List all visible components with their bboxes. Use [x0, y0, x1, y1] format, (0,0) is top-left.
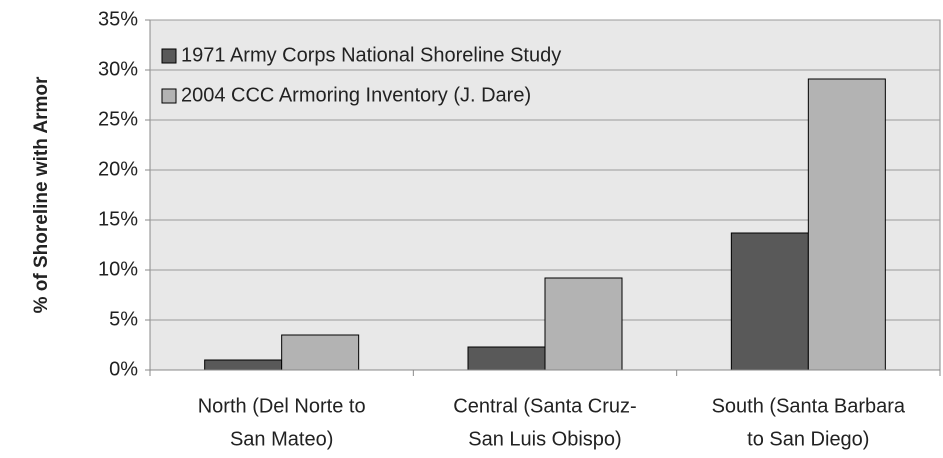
- bar: [544, 277, 623, 371]
- y-tick-label: 15%: [98, 208, 138, 230]
- x-tick-label: San Mateo): [230, 428, 333, 450]
- x-tick-label: South (Santa Barbara: [712, 395, 906, 417]
- x-tick-label: Central (Santa Cruz-: [453, 395, 636, 417]
- y-tick-label: 20%: [98, 158, 138, 180]
- y-tick-label: 5%: [109, 308, 138, 330]
- x-tick-label: North (Del Norte to: [198, 395, 366, 417]
- bar: [467, 346, 546, 371]
- legend-label: 2004 CCC Armoring Inventory (J. Dare): [181, 84, 531, 106]
- legend-label: 1971 Army Corps National Shoreline Study: [181, 44, 561, 66]
- bar: [204, 359, 283, 371]
- y-axis-label: % of Shoreline with Armor: [31, 76, 52, 313]
- x-tick-label: San Luis Obispo): [468, 428, 621, 450]
- bar: [281, 334, 360, 371]
- y-tick-label: 35%: [98, 8, 138, 30]
- bar: [807, 78, 886, 371]
- y-tick-label: 0%: [109, 358, 138, 380]
- legend-swatch: [161, 48, 177, 64]
- x-tick-label: to San Diego): [747, 428, 869, 450]
- bar: [730, 232, 809, 371]
- y-tick-label: 30%: [98, 58, 138, 80]
- y-tick-label: 25%: [98, 108, 138, 130]
- legend-swatch: [161, 88, 177, 104]
- y-tick-label: 10%: [98, 258, 138, 280]
